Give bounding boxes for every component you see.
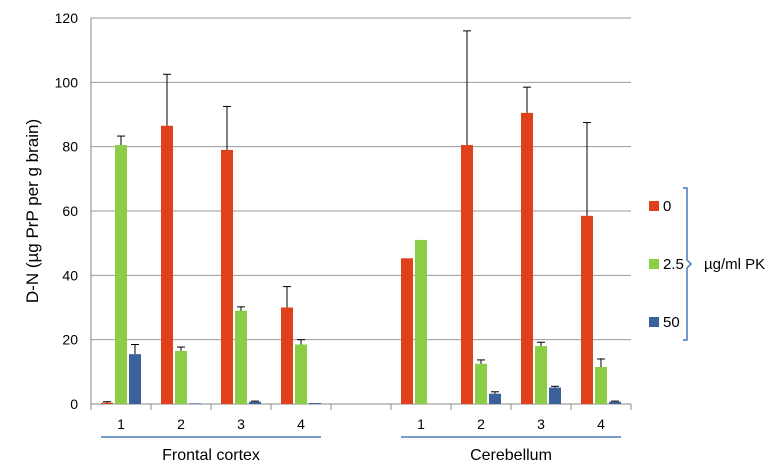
bar (161, 125, 173, 404)
y-tick-label: 60 (62, 203, 78, 219)
bar (309, 403, 321, 404)
x-tick-label: 3 (537, 416, 545, 432)
y-tick-label: 120 (55, 10, 79, 26)
bar (489, 393, 501, 404)
bar (295, 344, 307, 404)
y-tick-label: 40 (62, 267, 78, 283)
legend: 0 2.5 50 µg/ml PK (649, 187, 765, 341)
y-tick-label: 100 (55, 74, 79, 90)
x-tick-label: 1 (417, 416, 425, 432)
legend-label: 0 (663, 198, 671, 215)
bar (535, 346, 547, 404)
legend-swatch (649, 317, 659, 327)
bar (401, 258, 413, 404)
x-tick-label: 2 (177, 416, 185, 432)
bar (175, 350, 187, 404)
y-tick-label: 0 (70, 396, 78, 412)
bar (521, 112, 533, 405)
x-tick-label: 4 (597, 416, 605, 432)
legend-label: 2.5 (663, 256, 684, 273)
bar (221, 149, 233, 404)
y-axis-title: D-N (µg PrP per g brain) (23, 119, 42, 303)
bar (415, 239, 427, 404)
y-tick-label: 80 (62, 139, 78, 155)
legend-swatch (649, 201, 659, 211)
group-label: Cerebellum (470, 447, 552, 464)
legend-bracket (683, 187, 693, 341)
gridlines (91, 17, 631, 405)
bar (281, 307, 293, 404)
x-tick-label: 4 (297, 416, 305, 432)
bars (101, 30, 621, 405)
bar (595, 367, 607, 404)
legend-swatch (649, 259, 659, 269)
legend-unit-label: µg/ml PK (704, 256, 765, 273)
bar (461, 145, 473, 404)
bar (115, 145, 127, 404)
x-tick-label: 3 (237, 416, 245, 432)
x-tick-label: 2 (477, 416, 485, 432)
axes: 0 20 40 60 80 100 120 D-N (µg PrP per g brain) 1… (23, 10, 632, 464)
bar (249, 401, 261, 404)
bar (549, 387, 561, 404)
group-label: Frontal cortex (162, 447, 260, 464)
y-tick-label: 20 (62, 332, 78, 348)
bar (101, 402, 113, 404)
x-tick-label: 1 (117, 416, 125, 432)
bar (235, 310, 247, 404)
bar (581, 215, 593, 404)
bar (129, 354, 141, 404)
bar (609, 401, 621, 404)
bar (475, 363, 487, 404)
legend-label: 50 (663, 314, 680, 331)
bar (189, 403, 201, 404)
